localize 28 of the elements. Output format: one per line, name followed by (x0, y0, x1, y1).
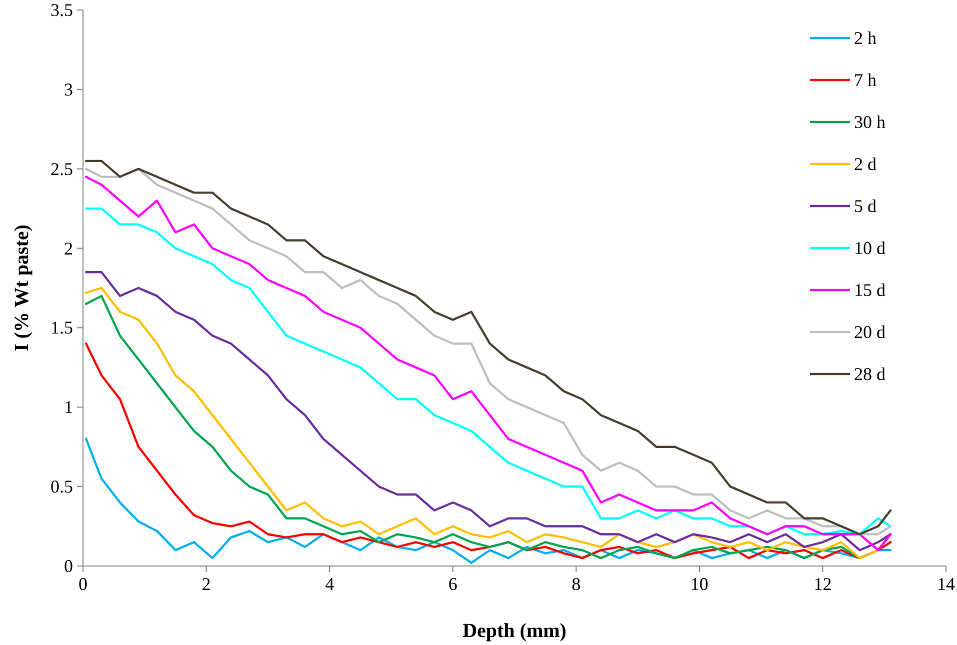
y-tick-label: 3 (64, 79, 73, 100)
x-tick-label: 14 (937, 574, 955, 594)
y-tick-label: 0.5 (50, 476, 73, 497)
legend-label: 15 d (854, 280, 886, 300)
legend-label: 5 d (854, 196, 876, 216)
legend-label: 10 d (854, 238, 886, 258)
line-series (84, 342, 892, 560)
y-tick-label: 1 (64, 397, 73, 418)
y-tick-label: 2.5 (50, 158, 73, 179)
legend-label: 2 h (854, 28, 876, 48)
x-tick-label: 4 (325, 574, 334, 594)
legend-label: 30 h (854, 112, 886, 132)
x-tick-label: 8 (572, 574, 581, 594)
y-tick-label: 3.5 (50, 0, 73, 20)
x-tick-label: 10 (690, 574, 708, 594)
legend-label: 28 d (854, 364, 886, 384)
y-axis-title: I (% Wt paste) (11, 224, 33, 352)
legend-label: 7 h (854, 70, 876, 90)
y-tick-label: 2 (64, 238, 73, 258)
legend-label: 2 d (854, 154, 876, 174)
x-tick-label: 12 (814, 574, 832, 594)
x-tick-label: 0 (78, 574, 88, 594)
x-axis-title: Depth (mm) (462, 620, 566, 642)
x-tick-label: 2 (202, 574, 211, 594)
x-tick-label: 6 (448, 574, 458, 594)
y-tick-label: 1.5 (50, 318, 73, 338)
y-tick-label: 0 (64, 556, 73, 576)
legend-label: 20 d (854, 322, 886, 342)
